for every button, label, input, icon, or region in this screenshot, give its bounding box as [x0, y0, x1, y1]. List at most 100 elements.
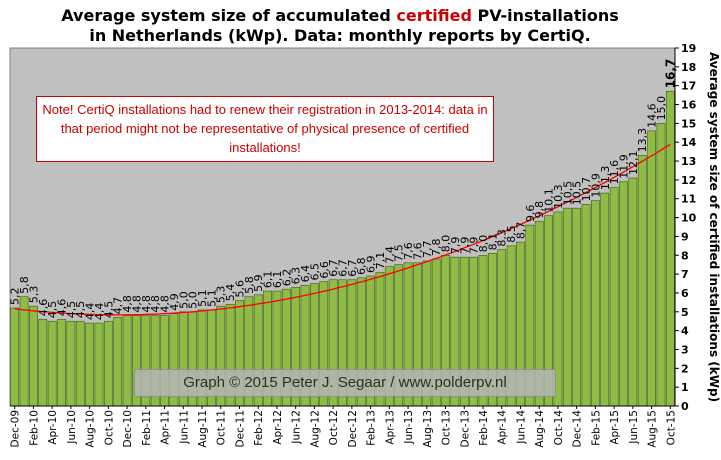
x-tick-label: Feb-14	[478, 410, 490, 446]
y-tick-label: 13	[681, 155, 696, 168]
value-label: 5,8	[18, 276, 31, 294]
bar-Jan-15	[581, 204, 591, 407]
x-tick-label: Apr-10	[47, 410, 59, 445]
value-label: 5,6	[234, 280, 247, 298]
x-tick-label: Aug-10	[85, 410, 97, 448]
x-tick-label: Apr-14	[497, 410, 509, 445]
x-tick-label: Feb-11	[141, 410, 153, 446]
x-tick-label: Feb-12	[253, 410, 265, 446]
y-tick-label: 5	[681, 306, 689, 319]
value-label: 7,9	[449, 237, 462, 255]
value-label: 4,8	[140, 295, 153, 313]
value-label: 4,4	[93, 303, 106, 321]
x-tick-label: Feb-15	[590, 410, 602, 446]
value-label: 6,7	[337, 259, 350, 277]
bar-Jul-10	[75, 320, 85, 407]
bar-Jun-15	[628, 177, 638, 407]
bar-Sep-10	[94, 322, 104, 407]
x-tick-label: Oct-15	[665, 410, 677, 445]
value-label: 5,2	[9, 288, 22, 306]
y-tick-label: 15	[681, 117, 696, 130]
value-label: 6,9	[365, 256, 378, 274]
value-label: 13,3	[636, 128, 649, 153]
value-label: 5,4	[224, 284, 237, 302]
value-label: 4,6	[37, 299, 50, 317]
value-label: 6,7	[327, 259, 340, 277]
bar-Apr-10	[47, 320, 57, 407]
bar-Sep-15	[656, 123, 666, 407]
bar-Oct-10	[103, 320, 113, 407]
y-tick-label: 11	[681, 193, 696, 206]
bar-Dec-10	[122, 315, 132, 407]
y-tick-label: 4	[681, 325, 689, 338]
x-tick-label: Dec-11	[235, 410, 247, 447]
x-tick-label: Oct-11	[216, 410, 228, 445]
bar-Apr-15	[609, 187, 619, 407]
chart-title-line1: Average system size of accumulated certi…	[61, 6, 619, 25]
value-label: 7,7	[421, 240, 434, 258]
value-label: 4,8	[149, 295, 162, 313]
value-label: 8,1	[486, 233, 499, 251]
value-label: 6,1	[271, 271, 284, 289]
y-tick-label: 7	[681, 268, 689, 281]
value-label: 6,1	[262, 271, 275, 289]
value-label: 8,3	[496, 229, 509, 247]
x-tick-label: Feb-13	[366, 410, 378, 446]
value-label: 11,3	[599, 166, 612, 191]
bar-Dec-14	[572, 207, 582, 407]
x-tick-label: Dec-10	[122, 410, 134, 447]
value-label: 5,3	[215, 286, 228, 304]
value-label: 7,5	[393, 244, 406, 262]
bar-Jun-10	[66, 320, 76, 407]
value-label: 8,7	[515, 222, 528, 240]
bar-Mar-10	[38, 319, 48, 407]
value-label: 4,9	[168, 293, 181, 311]
value-label: 7,6	[411, 242, 424, 260]
x-tick-label: Feb-10	[28, 410, 40, 446]
x-tick-label: Oct-13	[441, 410, 453, 445]
credit-banner: Graph © 2015 Peter J. Segaar / www.polde…	[134, 369, 556, 397]
x-tick-label: Apr-13	[384, 410, 396, 445]
y-tick-label: 19	[681, 42, 696, 55]
value-label: 4,8	[121, 295, 134, 313]
value-label: 7,9	[468, 237, 481, 255]
bar-May-15	[619, 181, 628, 407]
title-highlight: certified	[396, 6, 472, 25]
bar-Mar-15	[600, 192, 610, 407]
x-tick-label: Apr-15	[609, 410, 621, 445]
x-tick-label: Aug-15	[647, 410, 659, 448]
x-tick-label: Jun-12	[291, 410, 303, 445]
value-label: 7,9	[458, 237, 471, 255]
x-tick-label: Oct-12	[328, 410, 340, 445]
value-label: 6,7	[346, 259, 359, 277]
x-tick-label: Oct-10	[103, 410, 115, 445]
value-label: 8,0	[440, 235, 453, 253]
y-tick-label: 0	[681, 400, 689, 413]
value-label: 6,6	[318, 261, 331, 279]
value-label: 4,4	[84, 303, 97, 321]
value-labels: 5,25,85,34,64,54,64,54,54,44,44,54,74,84…	[9, 59, 678, 320]
bar-Jan-10	[19, 296, 29, 407]
value-label: 12,1	[627, 151, 640, 176]
value-label: 4,7	[112, 297, 125, 315]
value-label: 10,5	[571, 181, 584, 206]
value-label: 9,6	[524, 205, 537, 223]
y-tick-label: 6	[681, 287, 689, 300]
y-tick-label: 8	[681, 249, 689, 262]
bar-Oct-15	[665, 91, 675, 407]
x-tick-label: Jun-10	[66, 410, 78, 445]
value-label: 4,5	[65, 301, 78, 319]
value-label: 4,5	[74, 301, 87, 319]
x-tick-label: Apr-12	[272, 410, 284, 445]
value-label: 7,1	[374, 252, 387, 270]
x-tick-label: Aug-14	[534, 410, 546, 448]
x-tick-label: Dec-12	[347, 410, 359, 447]
bar-Nov-10	[113, 317, 123, 407]
value-label: 6,2	[280, 269, 293, 287]
value-label: 6,4	[299, 265, 312, 283]
y-tick-label: 2	[681, 362, 689, 375]
value-label: 8,0	[477, 235, 490, 253]
x-tick-label: Dec-14	[572, 410, 584, 448]
value-label: 6,5	[308, 263, 321, 281]
